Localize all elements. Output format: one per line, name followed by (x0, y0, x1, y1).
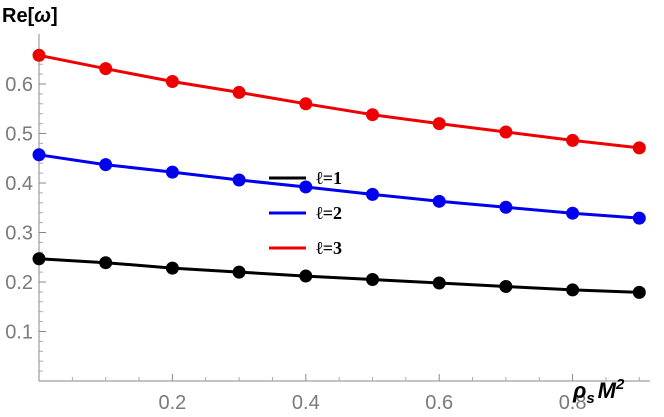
y-tick-label: 0.6 (5, 74, 33, 96)
data-point (232, 265, 246, 279)
data-point (32, 252, 46, 266)
data-point (632, 211, 646, 225)
data-point (432, 276, 446, 290)
ticks: 0.1 0.2 0.3 0.4 0.5 0.6 0.2 0.4 0.6 0.8 (5, 53, 640, 414)
x-tick-label: 0.4 (292, 392, 320, 414)
data-point (299, 269, 313, 283)
x-tick-label: 0.8 (559, 392, 587, 414)
data-point (32, 48, 46, 62)
data-point (299, 180, 313, 194)
series-line-2 (38, 153, 640, 220)
x-tick-label: 0.6 (425, 392, 453, 414)
y-tick-label: 0.1 (5, 322, 33, 344)
data-point (566, 133, 580, 147)
data-point (165, 75, 179, 89)
legend: ℓ=1 ℓ=2 ℓ=3 (269, 168, 342, 258)
data-point (632, 285, 646, 299)
series-group (32, 48, 646, 299)
data-point (366, 187, 379, 201)
data-point (165, 165, 179, 179)
data-point (299, 97, 313, 111)
legend-label: ℓ=2 (316, 203, 342, 223)
data-point (99, 62, 113, 76)
data-point (566, 283, 580, 297)
y-axis-label: Re[ω] (2, 5, 58, 27)
legend-label: ℓ=3 (316, 238, 342, 258)
data-point (99, 256, 113, 270)
data-point (566, 206, 580, 220)
legend-label: ℓ=1 (316, 168, 342, 188)
data-point (632, 141, 646, 155)
x-axis-label: ρs M2 (572, 376, 625, 407)
data-point (432, 117, 446, 131)
x-tick-label: 0.2 (158, 392, 186, 414)
y-tick-label: 0.3 (5, 223, 33, 245)
data-point (232, 85, 246, 99)
axes (38, 34, 650, 382)
y-tick-label: 0.2 (5, 272, 33, 294)
data-point (232, 173, 246, 187)
data-point (366, 273, 379, 287)
y-tick-label: 0.5 (5, 124, 33, 146)
data-point (366, 108, 379, 122)
y-tick-label: 0.4 (5, 173, 33, 195)
axis-labels: Re[ω] ρs M2 (2, 5, 625, 407)
data-point (499, 279, 513, 293)
data-point (499, 200, 513, 214)
data-point (432, 194, 446, 208)
series-line-1 (38, 257, 640, 294)
data-point (499, 125, 513, 139)
data-point (165, 261, 179, 275)
data-point (99, 158, 113, 172)
series-line-3 (38, 53, 640, 150)
data-point (32, 148, 46, 162)
